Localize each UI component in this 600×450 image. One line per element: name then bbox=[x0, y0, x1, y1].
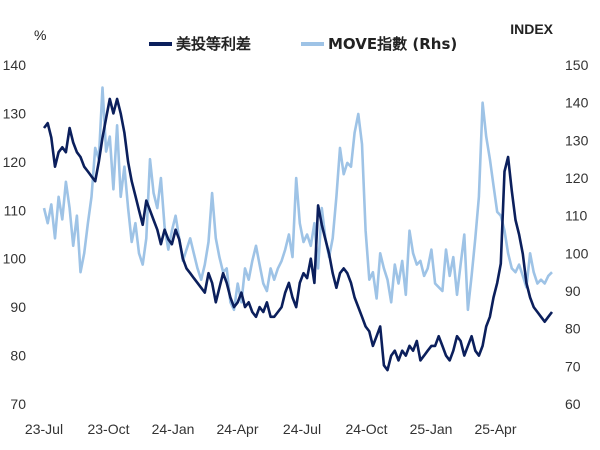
legend-label-move: MOVE指數 (Rhs) bbox=[328, 35, 457, 53]
x-tick-label: 24-Jul bbox=[283, 421, 321, 437]
left-axis-unit: % bbox=[34, 27, 46, 43]
left-tick-label: 140 bbox=[3, 57, 27, 73]
right-tick-label: 80 bbox=[565, 321, 581, 337]
legend-label-spread: 美投等利差 bbox=[176, 35, 251, 53]
right-tick-label: 110 bbox=[565, 208, 588, 224]
left-tick-label: 70 bbox=[10, 396, 26, 412]
left-tick-label: 130 bbox=[3, 105, 27, 121]
x-tick-label: 24-Apr bbox=[216, 421, 258, 437]
left-axis-ticks: 70 80 90 100 110 120 130 140 bbox=[3, 57, 27, 412]
right-axis-ticks: 60 70 80 90 100 110 120 130 140 150 bbox=[565, 57, 589, 412]
right-tick-label: 100 bbox=[565, 245, 589, 261]
x-tick-label: 23-Jul bbox=[25, 421, 63, 437]
right-tick-label: 90 bbox=[565, 283, 581, 299]
right-tick-label: 70 bbox=[565, 358, 581, 374]
left-tick-label: 120 bbox=[3, 154, 27, 170]
left-tick-label: 100 bbox=[3, 251, 27, 267]
right-axis-unit: INDEX bbox=[510, 21, 553, 37]
legend: 美投等利差 MOVE指數 (Rhs) bbox=[149, 35, 457, 53]
x-tick-label: 25-Jan bbox=[410, 421, 453, 437]
right-tick-label: 150 bbox=[565, 57, 589, 73]
series-line-ig-spread bbox=[42, 97, 554, 372]
left-tick-label: 90 bbox=[10, 299, 26, 315]
right-tick-label: 120 bbox=[565, 170, 589, 186]
x-tick-label: 24-Oct bbox=[345, 421, 387, 437]
x-tick-label: 25-Apr bbox=[474, 421, 516, 437]
series-line-move-index bbox=[42, 86, 553, 312]
x-axis-ticks: 23-Jul 23-Oct 24-Jan 24-Apr 24-Jul 24-Oct 25-J… bbox=[25, 421, 517, 437]
right-tick-label: 130 bbox=[565, 132, 589, 148]
x-tick-label: 24-Jan bbox=[152, 421, 195, 437]
right-tick-label: 60 bbox=[565, 396, 581, 412]
left-tick-label: 80 bbox=[10, 348, 26, 364]
x-tick-label: 23-Oct bbox=[87, 421, 129, 437]
right-tick-label: 140 bbox=[565, 95, 589, 111]
left-tick-label: 110 bbox=[4, 202, 27, 218]
